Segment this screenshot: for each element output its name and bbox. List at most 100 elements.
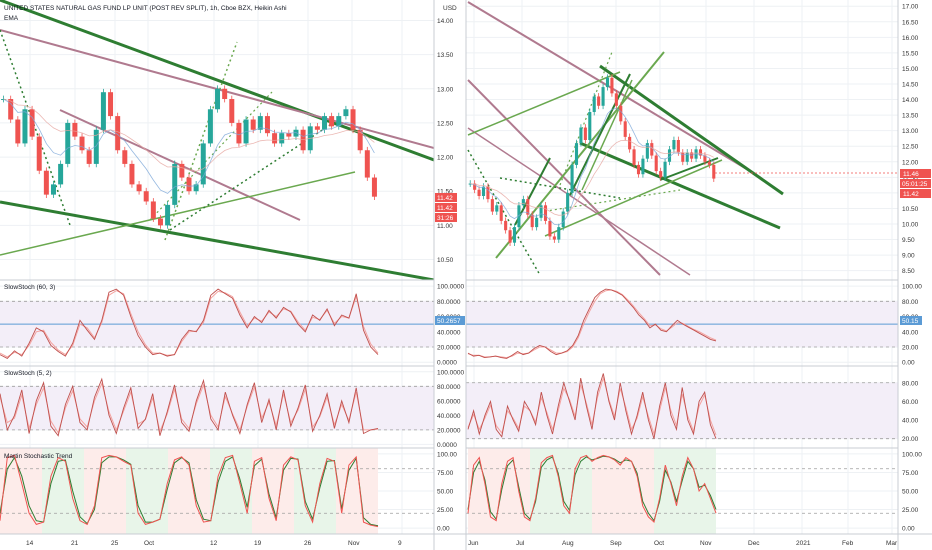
x-tick-label: 2021	[796, 540, 811, 547]
y-tick-label: 0.00	[902, 526, 915, 533]
x-tick-label: 21	[71, 540, 79, 547]
right-candles	[468, 74, 716, 247]
candle	[698, 149, 703, 156]
right-dotted-2	[499, 177, 621, 199]
candle	[257, 116, 263, 130]
candle	[165, 204, 171, 226]
candle	[215, 88, 221, 110]
right-martin-trend-pane[interactable]	[466, 448, 898, 534]
y-tick-label: 13.00	[437, 86, 454, 93]
x-tick-label: 26	[304, 540, 312, 547]
y-tick-label: 40.00	[902, 329, 919, 336]
right-channel-lower	[467, 79, 661, 276]
candle	[477, 189, 481, 196]
candle	[632, 149, 636, 165]
candle	[93, 129, 99, 164]
candle	[100, 92, 106, 130]
candle	[108, 92, 114, 117]
candle	[336, 116, 342, 127]
candle	[703, 155, 707, 162]
candle	[663, 161, 667, 178]
x-tick-label: Jun	[468, 540, 479, 547]
left-martin-trend-pane[interactable]	[0, 448, 434, 534]
y-tick-label: 0.00	[902, 360, 915, 367]
left-candles	[1, 85, 377, 229]
candle	[36, 136, 42, 171]
candle	[136, 184, 142, 192]
candle	[512, 227, 517, 243]
left-price-badges: 11.42 11.42 31:26	[435, 193, 457, 222]
candle	[495, 205, 499, 212]
y-tick-label: 9.00	[902, 253, 915, 260]
stoch-k-line	[0, 288, 379, 359]
candle	[322, 116, 328, 130]
candle	[65, 122, 71, 164]
left-lower-trendline	[0, 200, 434, 280]
left-slowstoch-5-pane[interactable]	[0, 377, 434, 437]
candle	[543, 205, 548, 221]
y-tick-label: 11.50	[902, 175, 918, 182]
y-tick-label: 40.0000	[437, 413, 461, 420]
x-tick-label: Nov	[348, 540, 360, 547]
right-wedge-line	[659, 157, 719, 181]
x-tick-label: Mar	[886, 540, 898, 547]
right-slowstoch-5-pane[interactable]	[466, 373, 898, 440]
bull-zone	[210, 448, 252, 534]
candle	[279, 133, 285, 144]
candle	[115, 116, 121, 151]
candle	[548, 220, 552, 237]
candle	[172, 163, 178, 205]
candle	[29, 109, 35, 137]
right-slowstoch-60-pane[interactable]	[466, 288, 898, 359]
x-tick-label: 19	[254, 540, 262, 547]
right-price-pane[interactable]	[467, 1, 898, 276]
candle	[43, 170, 49, 195]
stoch-k-line	[467, 373, 717, 439]
left-slowstoch-60-label: SlowStoch (60, 3)	[4, 284, 55, 291]
stoch-k-line	[467, 288, 717, 359]
y-tick-label: 100.0000	[437, 369, 464, 376]
candle	[357, 129, 363, 151]
y-tick-label: 25.00	[437, 507, 454, 514]
y-tick-label: 16.50	[902, 19, 919, 26]
left-upper-trendline	[0, 0, 434, 162]
candle	[508, 230, 512, 243]
y-tick-label: 11.50	[437, 189, 453, 196]
bear-zone	[0, 448, 42, 534]
candle	[712, 164, 716, 179]
left-dotted-3	[169, 124, 331, 231]
ema-fast-line	[3, 98, 375, 194]
candle	[499, 205, 503, 221]
right-support	[579, 141, 781, 230]
x-tick-label: Oct	[654, 540, 664, 547]
right-price-badge-1: 11.46	[903, 171, 919, 178]
candle	[329, 116, 335, 127]
x-tick-label: 14	[26, 540, 34, 547]
right-dotted-4	[539, 189, 681, 213]
left-stoch-badge: 50.2657	[437, 318, 461, 325]
candle	[293, 129, 299, 137]
left-price-pane[interactable]	[0, 0, 434, 280]
ema-label: EMA	[4, 15, 19, 22]
y-tick-label: 75.00	[902, 470, 919, 477]
candle	[654, 155, 658, 172]
x-tick-label: 25	[111, 540, 119, 547]
y-tick-label: 16.00	[902, 35, 919, 42]
candle	[583, 127, 587, 140]
left-slowstoch-60-pane[interactable]	[0, 288, 434, 359]
y-tick-label: 0.00	[437, 526, 450, 533]
left-support-line	[0, 171, 356, 256]
candle	[129, 163, 135, 185]
y-tick-label: 12.50	[437, 120, 454, 127]
ema-slow-line	[470, 139, 714, 216]
candle	[314, 126, 320, 130]
candle	[530, 214, 534, 228]
y-tick-label: 40.0000	[437, 329, 461, 336]
y-tick-label: 80.00	[902, 380, 919, 387]
y-tick-label: 13.50	[902, 113, 919, 120]
y-tick-label: 10.00	[902, 222, 919, 229]
candle	[15, 119, 21, 144]
candle	[468, 183, 472, 185]
y-tick-label: 11.00	[437, 223, 453, 230]
x-tick-label: Oct	[144, 540, 154, 547]
